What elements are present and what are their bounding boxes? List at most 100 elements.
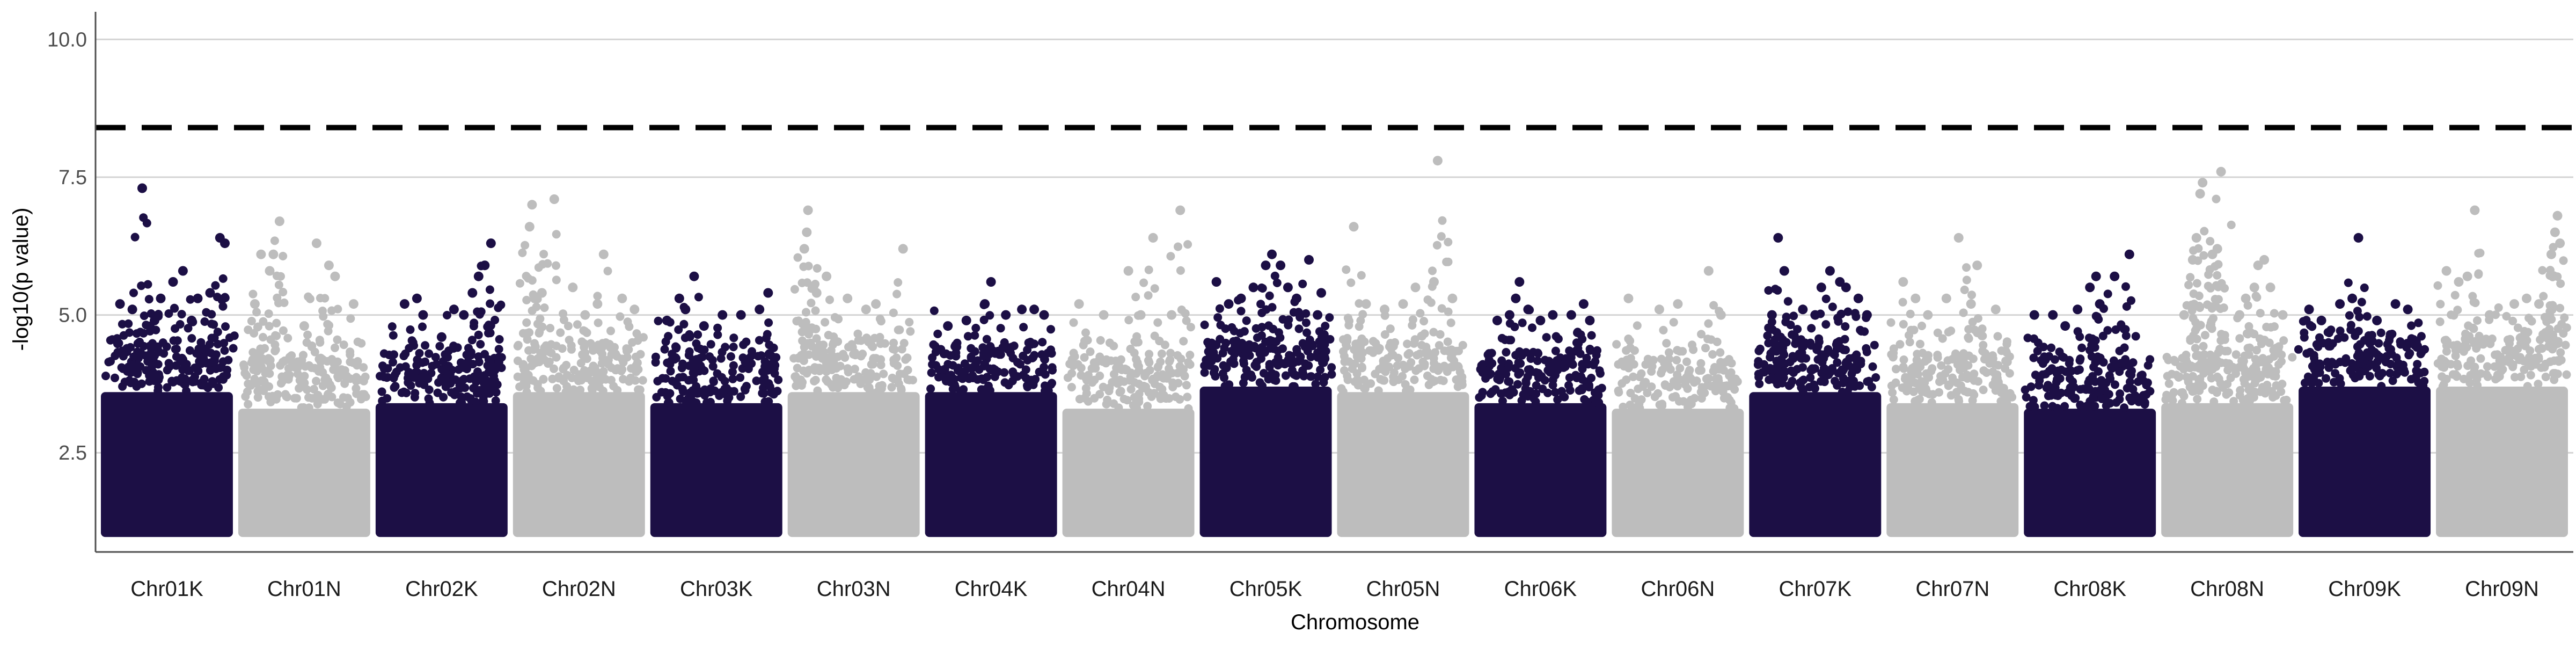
x-tick-label: Chr03N — [817, 577, 891, 601]
data-point — [2259, 255, 2270, 265]
data-point — [2206, 237, 2215, 246]
data-point — [2029, 353, 2038, 362]
data-point — [1658, 399, 1667, 409]
data-point — [1067, 369, 1077, 378]
data-point — [657, 388, 666, 397]
data-point — [2200, 227, 2209, 236]
data-point — [588, 378, 597, 387]
data-point — [1835, 277, 1845, 287]
point-band — [2436, 387, 2568, 537]
data-point — [411, 368, 420, 377]
data-point — [2462, 271, 2472, 281]
data-point — [1458, 340, 1467, 350]
data-point — [1798, 340, 1807, 350]
data-point — [1313, 372, 1322, 381]
data-point — [578, 351, 587, 360]
data-point — [379, 373, 389, 382]
data-point — [513, 372, 522, 381]
data-point — [1834, 369, 1843, 377]
data-point — [2262, 365, 2271, 374]
data-point — [1764, 323, 1773, 332]
data-point — [1838, 388, 1847, 396]
data-point — [217, 362, 226, 372]
data-point — [274, 280, 283, 289]
data-point — [2340, 333, 2349, 342]
data-point — [486, 329, 495, 338]
data-point — [2255, 358, 2264, 367]
data-point — [1340, 352, 1349, 361]
data-point — [1233, 339, 1242, 348]
chromosome-group-Chr08N — [2161, 166, 2297, 537]
data-point — [1348, 364, 1357, 373]
data-point — [811, 324, 821, 333]
data-point — [285, 353, 294, 361]
data-point — [625, 377, 634, 386]
data-point — [2520, 365, 2529, 374]
data-point — [1548, 310, 1558, 320]
data-point — [2526, 370, 2535, 380]
data-point — [1981, 349, 1990, 358]
data-point — [460, 383, 470, 392]
data-point — [1543, 388, 1552, 397]
data-point — [248, 289, 258, 299]
data-point — [220, 238, 230, 249]
data-point — [717, 373, 726, 382]
data-point — [1964, 325, 1973, 334]
data-point — [1662, 339, 1671, 348]
data-point — [2211, 262, 2220, 271]
data-point — [491, 379, 500, 388]
data-point — [327, 392, 336, 402]
data-point — [2386, 360, 2395, 368]
data-point — [603, 266, 612, 275]
data-point — [565, 336, 574, 345]
data-point — [316, 353, 325, 362]
data-point — [2392, 369, 2401, 379]
data-point — [518, 329, 528, 338]
data-point — [497, 364, 506, 372]
data-point — [1782, 312, 1791, 322]
data-point — [1915, 339, 1924, 348]
point-band — [1199, 387, 1332, 537]
data-point — [889, 345, 897, 353]
data-point — [333, 335, 342, 344]
data-point — [1413, 351, 1422, 360]
data-point — [2029, 310, 2039, 320]
data-point — [1673, 299, 1683, 309]
data-point — [2315, 359, 2324, 368]
data-point — [2238, 396, 2248, 405]
data-point — [467, 396, 476, 405]
data-point — [1294, 308, 1303, 317]
data-point — [1394, 375, 1403, 384]
data-point — [290, 394, 299, 403]
data-point — [1285, 351, 1294, 360]
data-point — [2207, 302, 2216, 311]
data-point — [2229, 397, 2238, 406]
data-point — [936, 345, 946, 354]
data-point — [2077, 343, 2087, 352]
data-point — [1902, 387, 1911, 396]
data-point — [2470, 205, 2480, 215]
data-point — [1019, 351, 1028, 360]
data-point — [1988, 351, 1997, 360]
data-point — [1320, 340, 1329, 349]
data-point — [2033, 346, 2042, 355]
data-point — [1518, 318, 1527, 328]
data-point — [2194, 375, 2204, 384]
data-point — [556, 328, 565, 337]
data-point — [1781, 359, 1790, 368]
data-point — [1393, 361, 1402, 370]
x-tick-label: Chr04K — [955, 577, 1028, 601]
x-tick-label: Chr02N — [542, 577, 616, 601]
data-point — [569, 385, 578, 394]
data-point — [2353, 307, 2362, 316]
data-point — [802, 227, 812, 237]
data-point — [2497, 367, 2506, 375]
data-point — [2546, 249, 2556, 259]
data-point — [2244, 322, 2253, 331]
data-point — [2433, 359, 2442, 368]
data-point — [1444, 237, 1453, 246]
data-point — [495, 335, 504, 344]
data-point — [1523, 304, 1533, 315]
data-point — [1806, 341, 1816, 350]
data-point — [953, 366, 962, 375]
